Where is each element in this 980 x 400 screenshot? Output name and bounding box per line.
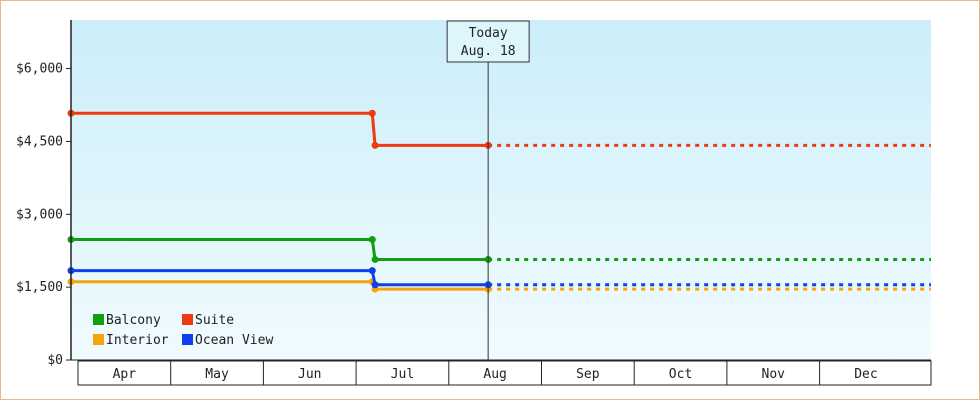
series-point — [368, 236, 376, 244]
category-label: Apr — [113, 367, 137, 382]
legend-swatch — [93, 314, 104, 325]
category-label: Dec — [854, 367, 877, 382]
legend-label: Suite — [195, 313, 234, 328]
series-line — [71, 269, 489, 287]
category-label: Nov — [762, 367, 786, 382]
y-tick-label: $6,000 — [16, 62, 63, 77]
series-line — [71, 111, 489, 147]
plot-background — [71, 20, 931, 360]
legend-swatch — [93, 334, 104, 345]
category-label: Aug — [483, 367, 506, 382]
y-tick-label: $4,500 — [16, 134, 63, 149]
legend-label: Interior — [106, 333, 169, 348]
legend-swatch — [182, 334, 193, 345]
category-label: May — [205, 367, 229, 382]
series-point — [371, 255, 379, 263]
category-axis-box — [77, 360, 932, 386]
legend-label: Ocean View — [195, 333, 273, 348]
series-line — [71, 238, 489, 261]
y-tick-label: $3,000 — [16, 207, 63, 222]
series-point — [368, 267, 376, 275]
y-tick-label: $0 — [47, 353, 63, 368]
series-point — [368, 109, 376, 117]
today-box — [446, 20, 530, 63]
category-label: Jun — [298, 367, 321, 382]
category-label: Jul — [391, 367, 414, 382]
series-point — [371, 141, 379, 149]
category-label: Oct — [669, 367, 692, 382]
category-label: Sep — [576, 367, 600, 382]
today-label: Today — [469, 26, 508, 41]
legend-label: Balcony — [106, 313, 161, 328]
series-point — [371, 281, 379, 289]
y-tick-label: $1,500 — [16, 280, 63, 295]
today-date: Aug. 18 — [461, 44, 516, 59]
legend-swatch — [182, 314, 193, 325]
